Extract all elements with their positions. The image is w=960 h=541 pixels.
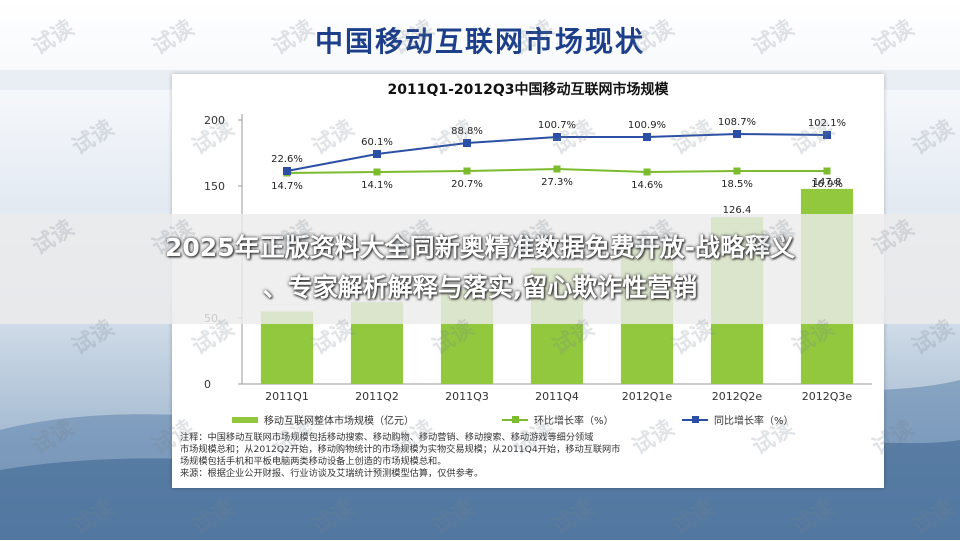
- bar-value-label: 126.4: [723, 205, 752, 216]
- overlay-banner: [0, 214, 960, 324]
- legend-label: 环比增长率（%）: [534, 414, 614, 427]
- chart-title: 2011Q1-2012Q3中国移动互联网市场规模: [387, 81, 669, 98]
- yoy-label: 22.6%: [271, 154, 303, 165]
- qoq-label: 16.9%: [811, 179, 843, 190]
- note-line: 注释：中国移动互联网市场规模包括移动搜索、移动购物、移动营销、移动搜索、移动游戏…: [180, 432, 594, 443]
- banner-headline: 2025年正版资料大全同新奥精准数据免费开放-战略释义 、专家解析解释与落实,留…: [40, 228, 920, 308]
- y-tick-label: 200: [204, 114, 225, 127]
- banner-line-2: 、专家解析解释与落实,留心欺诈性营销: [262, 273, 698, 302]
- marker-yoy: [733, 130, 741, 138]
- line-series: 14.7% 14.1% 20.7% 27.3% 14.6% 18.5% 16.9% 22.6%…: [271, 117, 846, 192]
- legend-swatch-bar: [232, 417, 258, 423]
- x-axis-categories: 2011Q1 2011Q2 2011Q3 2011Q4 2012Q1e 2012Q2e 20…: [265, 390, 852, 403]
- chart-notes: 注释：中国移动互联网市场规模包括移动搜索、移动购物、移动营销、移动搜索、移动游戏…: [180, 432, 876, 480]
- qoq-label: 14.1%: [361, 180, 393, 191]
- marker-qoq: [643, 168, 651, 176]
- marker-qoq: [463, 167, 471, 175]
- banner-line-1: 2025年正版资料大全同新奥精准数据免费开放-战略释义: [165, 233, 795, 262]
- yoy-label: 100.9%: [628, 120, 666, 131]
- marker-qoq: [373, 168, 381, 176]
- marker-qoq: [733, 167, 741, 175]
- x-category-label: 2011Q3: [445, 390, 489, 403]
- legend-label: 同比增长率（%）: [714, 414, 794, 427]
- yoy-label: 102.1%: [808, 118, 846, 129]
- marker-yoy: [373, 150, 381, 158]
- slide-title: 中国移动互联网市场现状: [314, 25, 645, 58]
- qoq-label: 20.7%: [451, 179, 483, 190]
- marker-yoy: [823, 131, 831, 139]
- legend-swatch-marker: [512, 416, 519, 423]
- qoq-label: 14.7%: [271, 181, 303, 192]
- y-tick-label: 150: [204, 180, 225, 193]
- x-category-label: 2011Q1: [265, 390, 309, 403]
- x-category-label: 2012Q2e: [712, 390, 763, 403]
- x-category-label: 2011Q4: [535, 390, 579, 403]
- marker-yoy: [643, 133, 651, 141]
- yoy-label: 100.7%: [538, 120, 576, 131]
- y-tick-label: 0: [204, 378, 211, 391]
- marker-yoy: [463, 139, 471, 147]
- bar-value-label: 147.8: [813, 177, 842, 188]
- yoy-label: 108.7%: [718, 117, 756, 128]
- yoy-label: 88.8%: [451, 126, 483, 137]
- marker-qoq: [553, 165, 561, 173]
- qoq-label: 18.5%: [721, 179, 753, 190]
- qoq-label: 27.3%: [541, 177, 573, 188]
- marker-yoy: [553, 133, 561, 141]
- note-line: 市场规模总和；从2012Q2开始，移动购物统计的市场规模为实物交易规模；从201…: [180, 444, 621, 455]
- note-line: 场规模包括手机和平板电脑两类移动设备上创造的市场规模总和。: [180, 456, 447, 467]
- marker-yoy: [283, 167, 291, 175]
- marker-qoq: [823, 167, 831, 175]
- legend: 移动互联网整体市场规模（亿元） 环比增长率（%） 同比增长率（%）: [232, 414, 794, 427]
- x-category-label: 2011Q2: [355, 390, 399, 403]
- note-line: 来源：根据企业公开财报、行业访谈及艾瑞统计预测模型估算，仅供参考。: [180, 468, 484, 479]
- x-category-label: 2012Q1e: [622, 390, 673, 403]
- qoq-label: 14.6%: [631, 180, 663, 191]
- legend-swatch-marker: [692, 416, 699, 423]
- legend-label: 移动互联网整体市场规模（亿元）: [264, 414, 414, 427]
- yoy-label: 60.1%: [361, 137, 393, 148]
- x-category-label: 2012Q3e: [802, 390, 853, 403]
